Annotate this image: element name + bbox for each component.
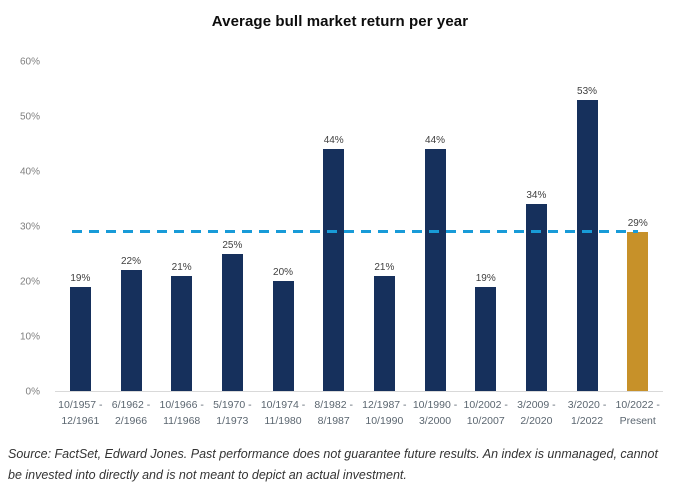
x-axis-label-line: 1/1973 [216, 415, 249, 427]
x-axis-label: 10/1966 - 11/1968 [156, 397, 207, 429]
source-disclaimer: Source: FactSet, Edward Jones. Past perf… [8, 444, 676, 486]
x-axis-label-line: 10/2022 - [615, 399, 660, 411]
x-axis-label-line: 3/2020 - [567, 399, 607, 411]
x-axis-label-line: 10/1974 - [260, 399, 306, 411]
bar [323, 149, 345, 391]
x-axis-label-line: 11/1968 [163, 415, 201, 427]
bar-column: 44% [410, 62, 461, 391]
bar-column: 29% [612, 62, 663, 391]
x-axis-label-line: 10/1990 - [412, 399, 458, 411]
bar-value-label: 19% [70, 272, 91, 284]
x-axis-label-line: 5/1970 - [213, 399, 252, 411]
y-axis: 0% 10% 20% 30% 40% 50% 60% [0, 57, 48, 398]
source-disclaimer-line2: be invested into directly and is not mea… [8, 468, 407, 482]
chart-title: Average bull market return per year [211, 13, 469, 30]
x-axis-label-line: 3/2000 [418, 415, 452, 427]
source-disclaimer-line1: Source: FactSet, Edward Jones. Past perf… [8, 447, 658, 461]
bar-value-label: 25% [222, 239, 243, 251]
x-axis-label-line: 6/1962 - [111, 399, 151, 411]
y-tick-label: 30% [19, 221, 40, 233]
x-axis-label: 5/1970 - 1/1973 [207, 397, 258, 429]
bar-value-label: 21% [374, 261, 395, 273]
x-axis-label-line: 1/2022 [570, 415, 604, 427]
x-axis-label-line: 8/1982 - [314, 399, 353, 411]
x-axis-label: 10/1957 - 12/1961 [55, 397, 106, 429]
bar-column: 21% [359, 62, 410, 391]
x-axis-label: 10/2022 - Present [612, 397, 663, 429]
x-axis-label-line: 12/1961 [61, 415, 100, 427]
bar-value-label: 44% [323, 135, 344, 146]
bar-value-label: 44% [425, 135, 446, 146]
bar-column: 22% [106, 62, 157, 391]
bar-column: 20% [258, 62, 309, 391]
x-axis-label-line: 2/2020 [520, 415, 553, 427]
bar [69, 286, 91, 391]
y-tick-label: 20% [19, 276, 40, 288]
bar-value-label: 19% [475, 272, 496, 284]
bar-column: 19% [55, 62, 106, 391]
bar-value-label: 20% [273, 267, 294, 278]
x-axis-label: 3/2020 - 1/2022 [562, 397, 613, 429]
x-axis-label: 10/1974 - 11/1980 [258, 397, 309, 429]
bar-column: 19% [460, 62, 511, 391]
bar [171, 275, 193, 391]
x-axis-label-line: 3/2009 - [517, 399, 556, 411]
x-axis-label-line: 8/1987 [317, 415, 350, 427]
x-axis-label-line: Present [619, 415, 656, 427]
bar [221, 253, 243, 391]
x-axis-label-line: 2/1966 [114, 415, 148, 427]
bar-series: 19% 22% 21% 25% 20% 44% 21% 44% 19% 34% 53% 29% [55, 62, 663, 391]
x-axis-label-line: 11/1980 [264, 415, 302, 427]
plot-area: 19% 22% 21% 25% 20% 44% 21% 44% 19% 34% 53% 29% [55, 62, 663, 392]
x-axis-label: 10/1990 - 3/2000 [410, 397, 461, 429]
average-reference-line [72, 229, 638, 233]
x-axis-label: 10/2002 - 10/2007 [460, 397, 511, 429]
x-axis-label: 6/1962 - 2/1966 [106, 397, 157, 429]
bar-value-label: 34% [526, 190, 547, 201]
y-tick-label: 60% [19, 56, 40, 68]
x-axis-label-line: 10/1966 - [159, 399, 204, 411]
bar-column: 21% [156, 62, 207, 391]
x-axis-label-line: 10/1957 - [58, 399, 103, 411]
x-axis-label-line: 12/1987 - [362, 399, 407, 411]
x-axis-label-line: 10/2007 [466, 415, 505, 427]
x-axis-label: 12/1987 - 10/1990 [359, 397, 410, 429]
bar-column: 53% [562, 62, 613, 391]
bar [475, 286, 497, 391]
x-axis-label: 8/1982 - 8/1987 [308, 397, 359, 429]
bar [576, 99, 598, 391]
y-tick-label: 50% [19, 111, 40, 123]
bar-highlighted [627, 231, 649, 391]
bar [525, 204, 547, 391]
bar-column: 34% [511, 62, 562, 391]
bar-value-label: 29% [627, 217, 648, 229]
y-tick-label: 40% [19, 166, 40, 178]
bar-value-label: 21% [171, 261, 192, 273]
y-tick-label: 10% [19, 331, 40, 343]
bar-column: 44% [308, 62, 359, 391]
x-axis-label-line: 10/1990 [365, 415, 404, 427]
bar [120, 270, 142, 391]
bar-value-label: 22% [121, 256, 142, 267]
bar-value-label: 53% [577, 85, 598, 97]
y-tick-label: 0% [25, 386, 40, 398]
bar [272, 281, 294, 391]
x-axis-label: 3/2009 - 2/2020 [511, 397, 562, 429]
bar-column: 25% [207, 62, 258, 391]
x-axis: 10/1957 -12/1961 6/1962 -2/1966 10/1966 -1… [55, 397, 663, 429]
x-axis-label-line: 10/2002 - [463, 399, 508, 411]
bar [424, 149, 446, 391]
bar [373, 275, 395, 391]
